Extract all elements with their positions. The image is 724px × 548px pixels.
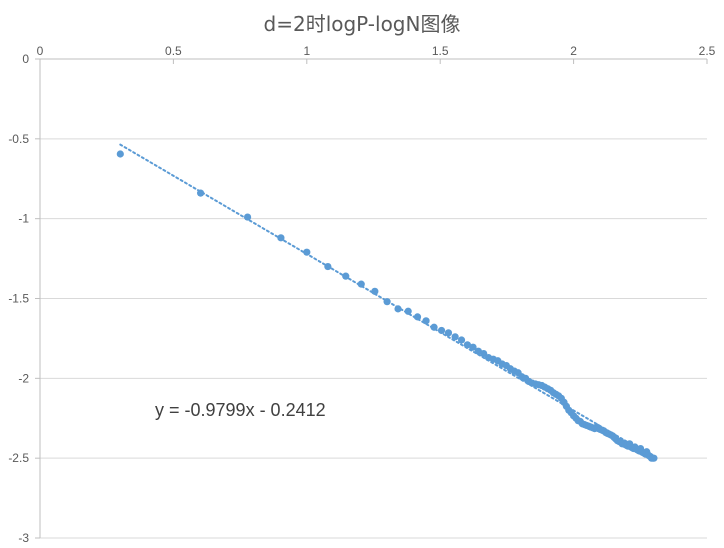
x-tick-label: 0 (37, 44, 44, 58)
y-tick-label: -1.5 (8, 292, 29, 306)
data-point (324, 262, 332, 271)
data-point (303, 248, 311, 256)
data-point (116, 150, 124, 158)
x-tick-label: 2 (570, 44, 577, 58)
y-tick-label: -2 (18, 371, 29, 385)
gridlines (40, 138, 707, 539)
data-point (422, 317, 430, 325)
data-point (457, 336, 466, 344)
data-point (342, 272, 350, 280)
chart-title: d=2时logP-logN图像 (263, 12, 461, 36)
trendline-equation: y = -0.9799x - 0.2412 (155, 400, 326, 420)
y-tick-label: -1 (18, 212, 29, 226)
data-point (197, 189, 205, 197)
data-point (437, 326, 446, 335)
data-point (444, 329, 453, 337)
data-point (451, 333, 459, 341)
axes (35, 58, 708, 539)
x-tick-label: 1.5 (432, 44, 449, 58)
data-point (413, 313, 422, 321)
data-point (404, 307, 412, 315)
data-point (383, 298, 391, 306)
y-tick-label: -2.5 (8, 451, 29, 465)
x-tick-label: 0.5 (165, 44, 182, 58)
data-point (243, 213, 252, 221)
x-tick-label: 2.5 (699, 44, 716, 58)
data-point (277, 234, 285, 242)
y-tick-label: -0.5 (8, 132, 29, 146)
data-point (357, 280, 365, 288)
labels: 0 0.5 1 1.5 2 2.5 0 -0.5 -1 -1.5 -2 -2.5 -3 y = -0.97… (8, 44, 715, 545)
data-point (371, 287, 379, 295)
data-point (394, 305, 402, 313)
data-point (480, 349, 488, 358)
data-point (463, 341, 472, 349)
data-points (116, 150, 658, 462)
y-tick-label: -3 (18, 531, 29, 545)
data-point (430, 323, 438, 331)
x-tick-label: 1 (303, 44, 310, 58)
data-point (469, 343, 477, 351)
data-point (650, 454, 658, 462)
y-tick-label: 0 (22, 52, 29, 66)
